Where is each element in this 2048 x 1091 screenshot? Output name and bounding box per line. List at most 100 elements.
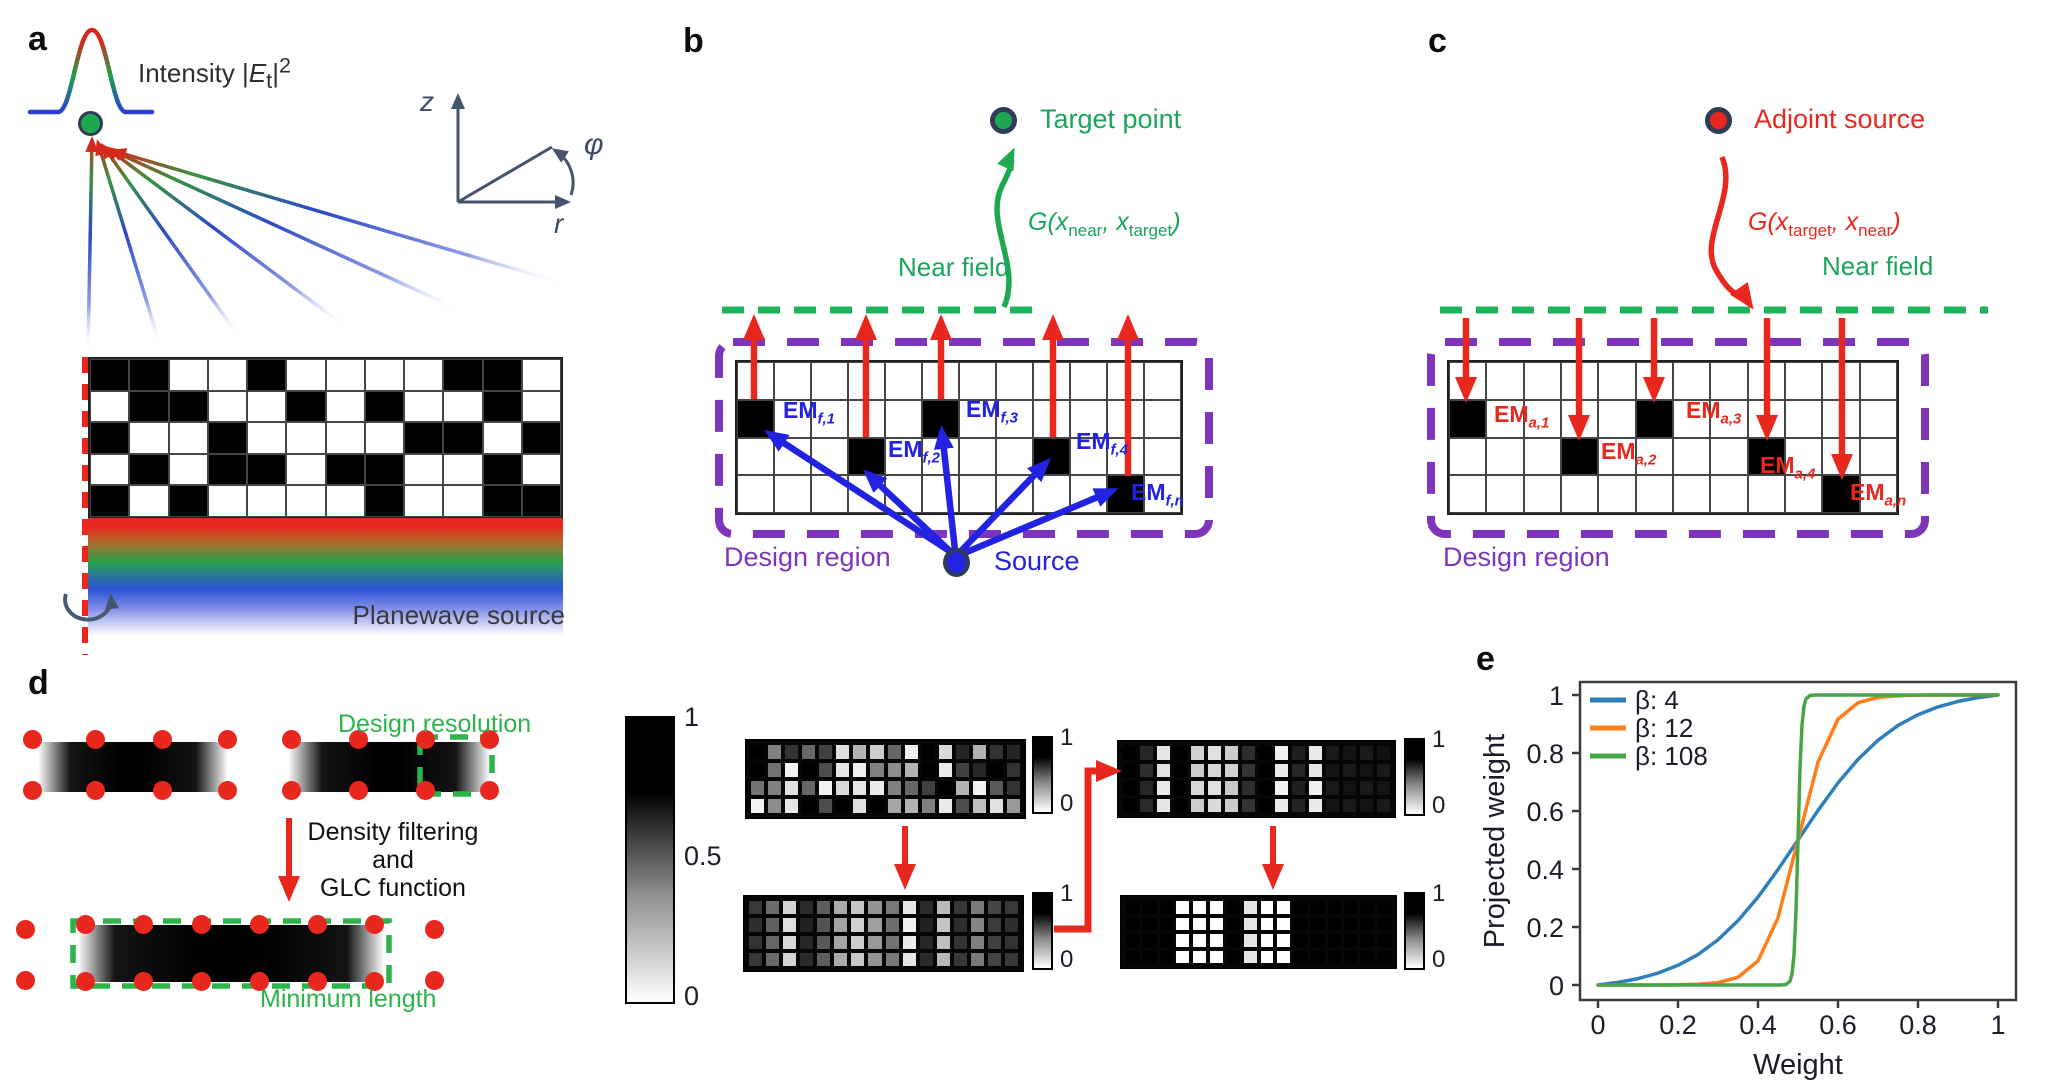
weight-cell (802, 781, 816, 795)
weight-cell (819, 781, 833, 795)
colorbar-filtered-bottom: 0 (1060, 946, 1074, 973)
pixel-cell (129, 422, 169, 454)
pixel-cell (90, 359, 130, 391)
weight-cell (834, 935, 848, 949)
weight-cell (834, 918, 848, 932)
pixel-cell (364, 359, 404, 391)
weight-cell (972, 781, 986, 795)
rfn-prefix: G(x (1748, 208, 1789, 236)
weight-cell (1193, 950, 1207, 963)
weight-cell (800, 952, 814, 966)
control-dot (152, 780, 172, 800)
weight-cell (800, 918, 814, 932)
weight-cell (1224, 798, 1238, 812)
weight-cell (1156, 781, 1170, 795)
pixel-cell (404, 390, 444, 423)
weight-cell (885, 918, 899, 932)
weight-cell (1309, 781, 1323, 795)
weight-cell (1277, 901, 1291, 914)
pixel-cell (404, 422, 444, 454)
x-tick-label: 0.4 (1739, 1010, 1777, 1040)
control-dot (424, 970, 444, 990)
weight-cell (749, 952, 763, 966)
legend-label: β: 4 (1635, 685, 1679, 715)
weight-cell (1123, 763, 1136, 777)
intensity-label: Intensity |Et|2 (138, 54, 291, 92)
weight-cell (1343, 781, 1357, 795)
weight-cell (751, 763, 765, 777)
weight-cell (919, 935, 933, 949)
weight-cell (1243, 901, 1257, 914)
pixel-cell (443, 422, 483, 454)
weight-cell (1159, 934, 1173, 947)
weight-cell (1142, 917, 1156, 930)
weight-cell (802, 763, 816, 777)
weight-cell (955, 763, 969, 777)
weight-cell (868, 918, 882, 932)
pixel-cell (443, 390, 483, 423)
weight-cell (1207, 798, 1221, 812)
em-forward-label-1: EMf,1 (783, 397, 836, 428)
pixel-cell (443, 485, 483, 517)
control-dot (22, 780, 42, 800)
process-line-3: GLC function (320, 874, 466, 902)
em-adjoint-label-3: EMa,3 (1686, 397, 1742, 428)
weight-cell (938, 745, 952, 759)
pixel-cell (129, 390, 169, 423)
weight-cell (887, 781, 901, 795)
red-greens-function-label: G(xtarget, xnear) (1748, 208, 1901, 239)
weight-cell (1344, 934, 1358, 947)
weight-cell (885, 952, 899, 966)
pixel-cell (247, 453, 287, 486)
pixel-cell (286, 359, 326, 391)
phi-axis-label: φ (584, 128, 604, 161)
design-pattern-grid-a (88, 357, 563, 519)
weight-cell (1294, 917, 1307, 930)
weight-cell (1193, 901, 1207, 914)
weight-cell (955, 745, 969, 759)
weight-cell (1275, 798, 1289, 812)
pixel-cell (168, 359, 208, 391)
control-dot (249, 914, 269, 934)
weight-cell (1294, 934, 1307, 947)
weight-cell (800, 901, 814, 915)
weight-cell (1377, 798, 1390, 812)
raw-weights-grid (745, 739, 1026, 819)
weight-cell (1344, 901, 1358, 914)
weight-cell (921, 799, 935, 813)
gfn-sub2: target (1128, 221, 1173, 240)
weight-cell (1292, 763, 1306, 777)
weight-cell (853, 763, 867, 777)
weight-cell (1006, 763, 1020, 777)
control-dot (415, 780, 435, 800)
weight-cell (819, 763, 833, 777)
intensity-label-bar: | (272, 58, 279, 88)
weight-cell (1309, 798, 1323, 812)
planewave-gradient (88, 526, 563, 640)
control-dot (85, 780, 105, 800)
pixel-cell (404, 453, 444, 486)
em-adjoint-label-n: EMa,n (1850, 479, 1907, 510)
weight-cell (1260, 901, 1274, 914)
pixel-cell (364, 453, 404, 486)
pixel-cell (247, 359, 287, 391)
weight-cell (817, 918, 831, 932)
pixel-cell (207, 485, 247, 517)
rfn-mid: , x (1831, 208, 1859, 236)
panel-label-d: d (28, 664, 49, 702)
process-line-2: and (372, 846, 414, 874)
weight-cell (1207, 746, 1221, 760)
x-tick-label: 0.8 (1899, 1010, 1937, 1040)
weight-cell (1292, 746, 1306, 760)
weight-cell (851, 952, 865, 966)
weight-cell (1207, 781, 1221, 795)
weight-cell (836, 763, 850, 777)
weight-cell (1275, 781, 1289, 795)
weight-cell (1360, 781, 1374, 795)
pixel-cell (482, 422, 522, 454)
weight-cell (1292, 798, 1306, 812)
control-dot (281, 729, 301, 749)
weight-cell (938, 781, 952, 795)
weight-cell (1226, 934, 1240, 947)
weight-cell (970, 901, 984, 915)
